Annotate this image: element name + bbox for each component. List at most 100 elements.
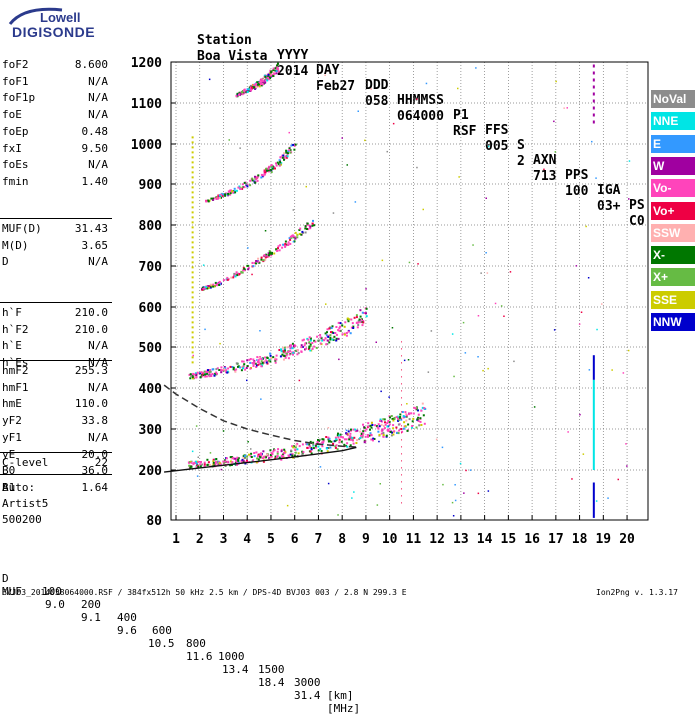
parameter-row: M(D) 3.65	[2, 239, 108, 253]
echo-point	[329, 336, 332, 339]
echo-point	[295, 444, 298, 447]
noise-point	[202, 264, 205, 266]
echo-point	[205, 375, 208, 378]
echo-point	[265, 75, 268, 78]
noise-point	[595, 500, 598, 502]
echo-point	[193, 373, 196, 376]
echo-point	[241, 187, 244, 190]
noise-point	[202, 374, 205, 376]
echo-point	[232, 276, 235, 279]
echo-point	[202, 371, 205, 374]
x-tick-label: 16	[524, 532, 540, 547]
echo-point	[192, 372, 195, 375]
echo-point	[283, 355, 286, 358]
echo-point	[365, 428, 368, 431]
echo-point	[326, 328, 329, 331]
parameter-row: yE 20.0	[2, 448, 108, 462]
echo-point	[235, 189, 238, 192]
echo-point	[218, 369, 221, 371]
header-value: Boa Vista	[197, 49, 268, 64]
noise-point	[628, 160, 631, 162]
echo-point	[260, 365, 263, 368]
echo-point	[242, 457, 245, 459]
echo-point	[300, 233, 303, 236]
echo-point	[277, 245, 280, 248]
echo-point	[332, 442, 335, 445]
noise-point	[454, 499, 457, 502]
echo-point	[338, 329, 341, 332]
echo-point	[392, 427, 395, 430]
muf-value: 9.6	[117, 624, 137, 637]
echo-point	[233, 187, 236, 190]
echo-point	[200, 371, 203, 374]
echo-point	[387, 429, 390, 432]
echo-point	[297, 352, 300, 355]
parameter-value: 33.8	[81, 414, 109, 428]
echo-point	[230, 276, 233, 279]
echo-point	[242, 360, 245, 363]
echo-point	[237, 365, 239, 368]
parameter-row: yF1 N/A	[2, 431, 108, 445]
echo-point	[270, 70, 273, 73]
parameter-value: N/A	[88, 74, 108, 88]
echo-point	[287, 454, 290, 457]
echo-point	[267, 169, 270, 172]
echo-point	[401, 411, 404, 413]
echo-point	[312, 447, 315, 450]
echo-point	[309, 343, 312, 346]
echo-point	[256, 356, 259, 359]
echo-point	[402, 427, 405, 430]
echo-point	[299, 227, 302, 230]
noise-point	[345, 429, 348, 432]
echo-point	[341, 333, 344, 336]
noise-point	[319, 466, 322, 468]
echo-point	[198, 465, 201, 468]
parameter-row: hmE 110.0	[2, 397, 108, 411]
echo-point	[217, 194, 220, 197]
echo-point	[220, 193, 223, 196]
legend-item-sse: SSE	[651, 290, 695, 309]
noise-point	[246, 379, 248, 382]
echo-point	[324, 332, 327, 335]
echo-point	[351, 436, 354, 439]
echo-point	[251, 179, 254, 182]
header-value: C0	[629, 214, 645, 229]
parameter-name: foE	[2, 108, 22, 122]
noise-point	[259, 330, 261, 332]
echo-point	[384, 421, 386, 424]
echo-point	[212, 197, 214, 200]
echo-point	[223, 461, 226, 464]
echo-point	[255, 82, 257, 85]
echo-point	[246, 359, 249, 362]
echo-point	[207, 369, 209, 372]
echo-point	[390, 415, 393, 417]
echo-point	[308, 341, 311, 344]
echo-point	[241, 360, 244, 363]
x-tick-label: 12	[429, 532, 445, 547]
echo-point	[260, 84, 263, 87]
echo-point	[423, 407, 426, 410]
echo-point	[224, 367, 227, 369]
echo-point	[357, 324, 360, 326]
echo-point	[321, 445, 324, 448]
echo-point	[266, 79, 269, 82]
header-value: 2	[517, 154, 525, 169]
echo-point	[328, 327, 331, 330]
echo-point	[421, 406, 424, 409]
noise-point	[197, 456, 199, 458]
echo-point	[214, 372, 217, 375]
x-tick-label: 5	[267, 532, 275, 547]
echo-point	[365, 312, 367, 315]
echo-point	[267, 75, 269, 78]
muf-unit: [MHz]	[327, 702, 361, 715]
echo-point	[215, 368, 218, 371]
echo-point	[286, 155, 289, 158]
echo-point	[194, 372, 197, 375]
noise-point	[579, 413, 581, 416]
echo-point	[274, 455, 277, 458]
echo-point	[380, 423, 383, 426]
noise-point	[509, 271, 512, 273]
echo-point	[364, 435, 367, 438]
echo-point	[276, 456, 278, 458]
echo-point	[326, 450, 329, 453]
